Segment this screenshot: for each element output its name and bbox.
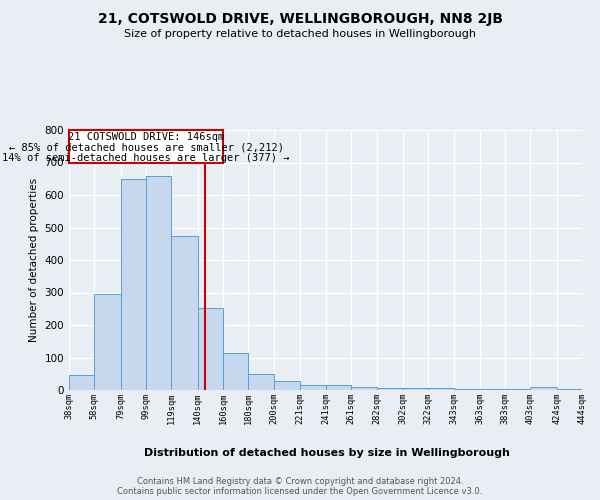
Text: Contains public sector information licensed under the Open Government Licence v3: Contains public sector information licen… <box>118 486 482 496</box>
Bar <box>530 388 557 390</box>
Bar <box>479 389 505 390</box>
Text: Distribution of detached houses by size in Wellingborough: Distribution of detached houses by size … <box>144 448 510 458</box>
Text: Size of property relative to detached houses in Wellingborough: Size of property relative to detached ho… <box>124 29 476 39</box>
Bar <box>94 294 121 390</box>
Bar <box>223 354 248 390</box>
Bar <box>248 374 274 390</box>
Bar <box>172 236 198 390</box>
Bar <box>198 308 223 390</box>
Bar <box>428 388 454 390</box>
Text: 21, COTSWOLD DRIVE, WELLINGBOROUGH, NN8 2JB: 21, COTSWOLD DRIVE, WELLINGBOROUGH, NN8 … <box>97 12 503 26</box>
Bar <box>403 388 428 390</box>
Bar <box>69 374 94 390</box>
Bar <box>121 179 146 390</box>
Text: 21 COTSWOLD DRIVE: 146sqm: 21 COTSWOLD DRIVE: 146sqm <box>68 132 224 142</box>
Bar <box>146 176 172 390</box>
Bar <box>326 386 351 390</box>
Y-axis label: Number of detached properties: Number of detached properties <box>29 178 39 342</box>
Bar <box>351 388 377 390</box>
Bar <box>274 381 300 390</box>
Bar <box>300 385 326 390</box>
Text: Contains HM Land Registry data © Crown copyright and database right 2024.: Contains HM Land Registry data © Crown c… <box>137 476 463 486</box>
Text: 14% of semi-detached houses are larger (377) →: 14% of semi-detached houses are larger (… <box>2 153 290 163</box>
Bar <box>454 388 479 390</box>
Bar <box>377 388 403 390</box>
Text: ← 85% of detached houses are smaller (2,212): ← 85% of detached houses are smaller (2,… <box>8 142 284 152</box>
